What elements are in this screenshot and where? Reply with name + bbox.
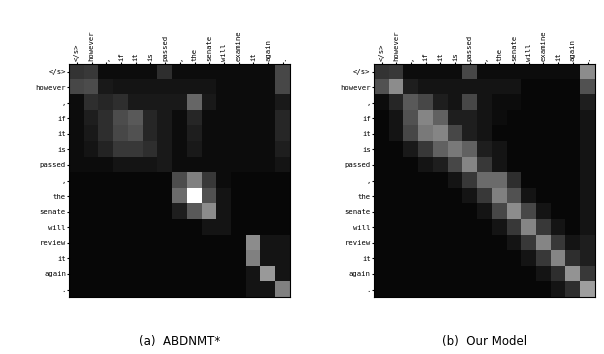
Text: (a)  ABDNMT*: (a) ABDNMT* (140, 335, 220, 348)
Text: (b)  Our Model: (b) Our Model (442, 335, 527, 348)
